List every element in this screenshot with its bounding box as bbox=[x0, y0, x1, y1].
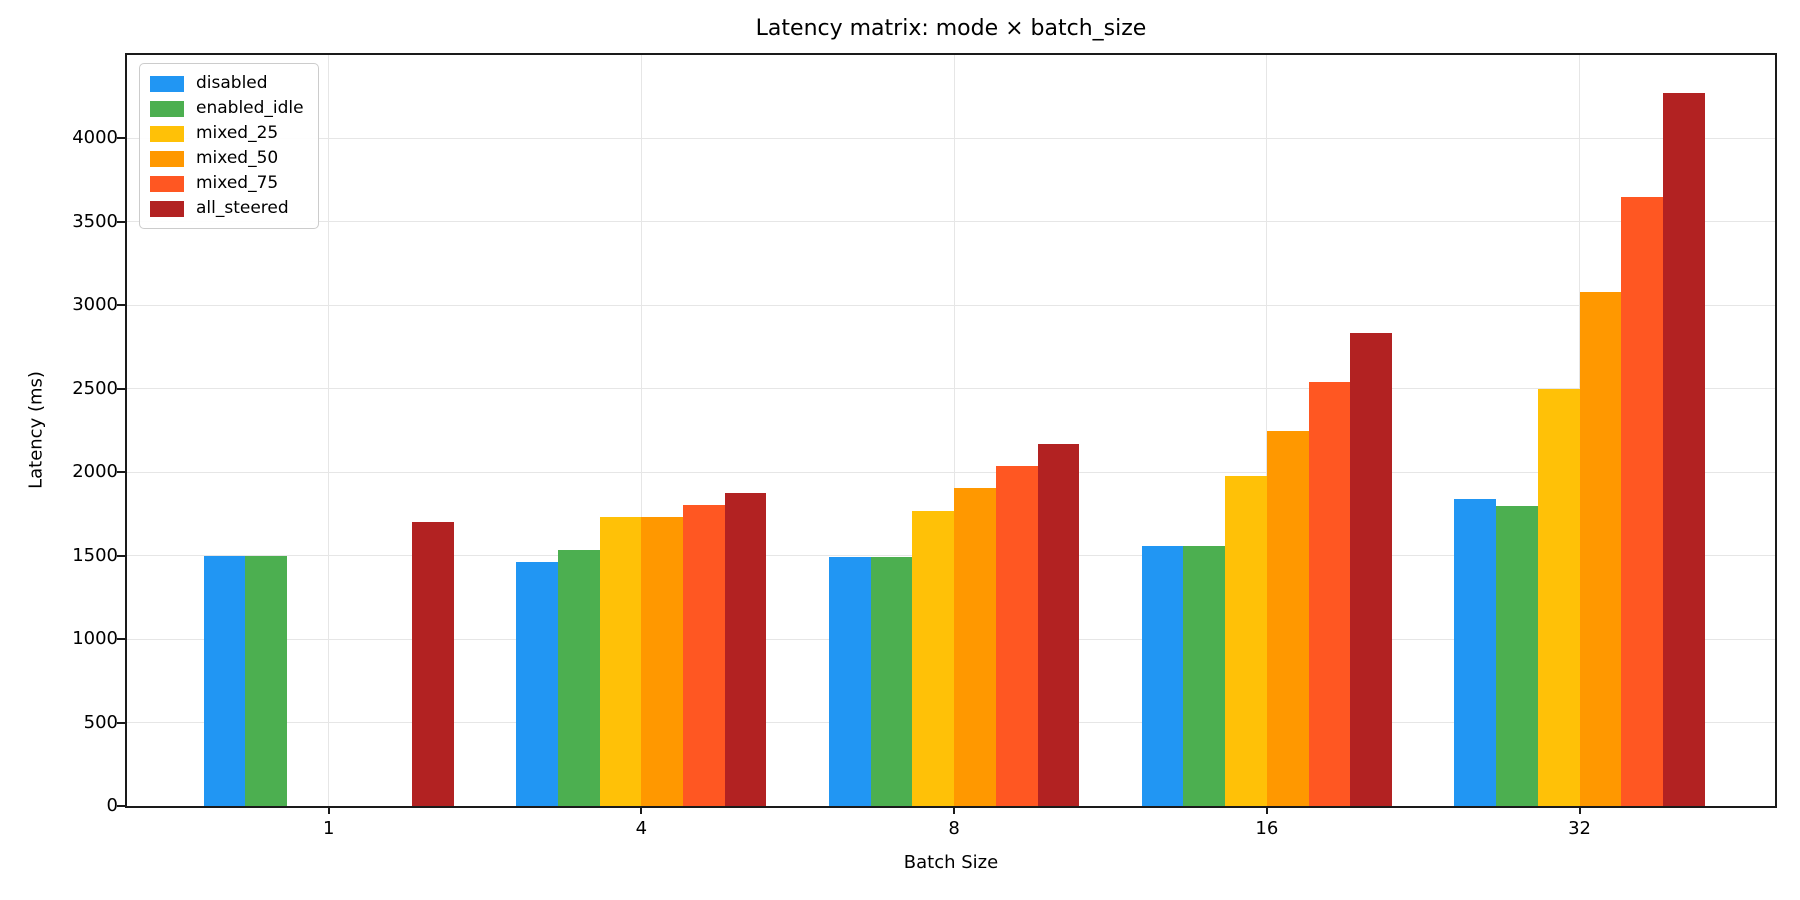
gridline-x-1 bbox=[328, 55, 330, 806]
bar-mixed_75-batch-32 bbox=[1621, 196, 1663, 806]
legend-swatch-all_steered bbox=[150, 200, 184, 217]
gridline-y-3000 bbox=[127, 304, 1775, 306]
y-tick-label-2500: 2500 bbox=[72, 377, 118, 399]
legend-item-mixed_75: mixed_75 bbox=[150, 171, 304, 196]
x-tick-label-32: 32 bbox=[1568, 818, 1591, 839]
y-tick-label-1000: 1000 bbox=[72, 628, 118, 650]
bar-all_steered-batch-8 bbox=[1037, 443, 1080, 806]
x-tick-mark-1 bbox=[327, 806, 330, 814]
bar-disabled-batch-4 bbox=[516, 562, 559, 806]
y-tick-mark-3000 bbox=[117, 304, 125, 307]
gridline-y-2500 bbox=[127, 388, 1775, 390]
y-tick-mark-1500 bbox=[117, 554, 125, 557]
bar-mixed_50-batch-16 bbox=[1266, 431, 1309, 806]
bar-all_steered-batch-4 bbox=[724, 493, 767, 806]
x-tick-label-8: 8 bbox=[948, 818, 960, 839]
y-tick-mark-0 bbox=[117, 805, 125, 807]
bar-disabled-batch-16 bbox=[1141, 545, 1184, 806]
y-tick-mark-500 bbox=[117, 721, 125, 724]
y-tick-label-500: 500 bbox=[83, 711, 118, 733]
gridline-x-4 bbox=[640, 55, 642, 806]
y-tick-mark-1000 bbox=[117, 638, 125, 641]
x-tick-mark-8 bbox=[953, 806, 956, 814]
bar-mixed_75-batch-8 bbox=[995, 466, 1038, 806]
y-tick-mark-2500 bbox=[117, 387, 125, 390]
bar-all_steered-batch-16 bbox=[1350, 332, 1392, 806]
bar-mixed_75-batch-16 bbox=[1308, 382, 1351, 806]
bar-enabled_idle-batch-8 bbox=[870, 557, 913, 806]
y-tick-label-3500: 3500 bbox=[72, 210, 118, 232]
y-tick-mark-3500 bbox=[117, 220, 125, 223]
bar-enabled_idle-batch-1 bbox=[245, 555, 287, 806]
legend-item-mixed_25: mixed_25 bbox=[150, 121, 304, 146]
legend-item-mixed_50: mixed_50 bbox=[150, 146, 304, 171]
bar-enabled_idle-batch-16 bbox=[1183, 545, 1226, 806]
gridline-y-4000 bbox=[127, 137, 1775, 139]
gridline-x-16 bbox=[1266, 55, 1268, 806]
gridline-x-8 bbox=[953, 55, 955, 806]
bar-mixed_50-batch-8 bbox=[954, 488, 996, 806]
y-tick-label-3000: 3000 bbox=[72, 294, 118, 316]
legend-swatch-mixed_50 bbox=[150, 150, 184, 167]
x-tick-label-4: 4 bbox=[635, 818, 648, 839]
chart-title: Latency matrix: mode × batch_size bbox=[755, 16, 1147, 41]
bar-mixed_25-batch-32 bbox=[1537, 388, 1580, 806]
bar-enabled_idle-batch-32 bbox=[1496, 505, 1538, 806]
gridline-y-3500 bbox=[127, 221, 1775, 223]
legend-swatch-mixed_25 bbox=[150, 125, 184, 142]
gridline-y-2000 bbox=[127, 471, 1775, 473]
y-tick-mark-2000 bbox=[117, 471, 125, 474]
legend-item-enabled_idle: enabled_idle bbox=[150, 96, 304, 121]
x-tick-mark-4 bbox=[640, 806, 643, 814]
y-tick-mark-4000 bbox=[117, 137, 125, 140]
y-tick-label-0: 0 bbox=[106, 795, 118, 816]
bar-all_steered-batch-32 bbox=[1662, 93, 1705, 806]
x-axis-label: Batch Size bbox=[903, 852, 999, 873]
x-tick-mark-16 bbox=[1265, 806, 1268, 814]
bar-disabled-batch-8 bbox=[829, 557, 871, 806]
legend-label-all_steered: all_steered bbox=[196, 198, 289, 218]
y-tick-label-2000: 2000 bbox=[72, 461, 118, 483]
bar-disabled-batch-32 bbox=[1454, 498, 1497, 806]
legend-item-disabled: disabled bbox=[150, 71, 304, 96]
legend-label-enabled_idle: enabled_idle bbox=[196, 98, 304, 118]
bar-mixed_75-batch-4 bbox=[683, 504, 725, 806]
bar-mixed_50-batch-32 bbox=[1579, 291, 1622, 806]
x-tick-label-16: 16 bbox=[1255, 818, 1279, 839]
bar-all_steered-batch-1 bbox=[412, 522, 454, 806]
bar-mixed_25-batch-8 bbox=[912, 510, 955, 806]
legend-label-mixed_25: mixed_25 bbox=[196, 123, 279, 143]
legend-label-mixed_50: mixed_50 bbox=[196, 148, 279, 168]
y-tick-label-1500: 1500 bbox=[72, 544, 118, 566]
bar-disabled-batch-1 bbox=[203, 555, 246, 806]
x-tick-mark-32 bbox=[1578, 806, 1581, 814]
y-tick-label-4000: 4000 bbox=[72, 127, 118, 149]
x-tick-label-1: 1 bbox=[322, 818, 335, 839]
legend-item-all_steered: all_steered bbox=[150, 196, 304, 221]
bar-enabled_idle-batch-4 bbox=[558, 549, 600, 806]
legend-label-mixed_75: mixed_75 bbox=[196, 173, 279, 193]
bar-mixed_25-batch-16 bbox=[1225, 476, 1267, 806]
bar-mixed_50-batch-4 bbox=[641, 517, 684, 806]
legend-label-disabled: disabled bbox=[196, 73, 268, 93]
legend-swatch-enabled_idle bbox=[150, 100, 184, 117]
legend-swatch-mixed_75 bbox=[150, 175, 184, 192]
legend-swatch-disabled bbox=[150, 75, 184, 92]
bar-mixed_25-batch-4 bbox=[599, 517, 642, 806]
